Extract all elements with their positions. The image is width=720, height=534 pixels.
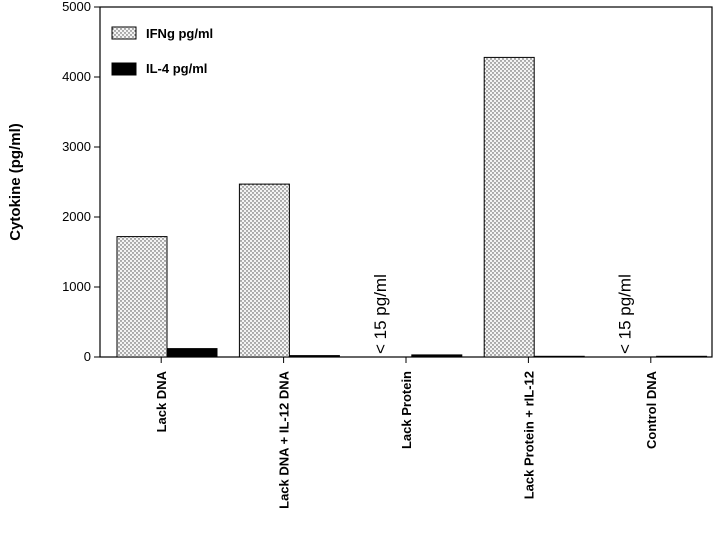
legend-label-ifng: IFNg pg/ml: [146, 26, 213, 41]
bar-il4: [288, 355, 340, 358]
category-label: Lack Protein + rIL-12: [521, 371, 536, 499]
annotation-below-detection: < 15 pg/ml: [616, 274, 635, 354]
y-tick-label: 0: [84, 349, 91, 364]
legend-swatch-ifng: [111, 26, 137, 40]
legend: IFNg pg/ml IL-4 pg/ml: [111, 26, 213, 76]
bar-ifng: [116, 236, 168, 358]
y-axis-title: Cytokine (pg/ml): [7, 123, 24, 241]
category-label: Lack DNA + IL-12 DNA: [277, 370, 292, 508]
bar-il4: [411, 354, 463, 358]
bar-ifng: [238, 183, 290, 358]
axes: 0 1000 2000 3000 4000 5000 Cytokine (pg/ml): [7, 0, 713, 364]
y-tick-label: 4000: [62, 69, 91, 84]
y-tick-label: 5000: [62, 0, 91, 14]
category-label: Control DNA: [644, 370, 659, 449]
y-tick-label: 1000: [62, 279, 91, 294]
y-tick-label: 2000: [62, 209, 91, 224]
bar-ifng: [483, 56, 535, 358]
labels: Lack DNA Lack DNA + IL-12 DNA Lack Protein…: [154, 274, 659, 509]
y-tick-label: 3000: [62, 139, 91, 154]
legend-label-il4: IL-4 pg/ml: [146, 61, 207, 76]
bar-il4: [166, 348, 218, 358]
category-label: Lack Protein: [399, 371, 414, 449]
legend-swatch-il4: [111, 62, 137, 76]
bar-il4: [656, 355, 708, 358]
category-label: Lack DNA: [154, 370, 169, 432]
annotation-below-detection: < 15 pg/ml: [371, 274, 390, 354]
bars: [116, 56, 708, 358]
bar-il4: [533, 355, 585, 358]
